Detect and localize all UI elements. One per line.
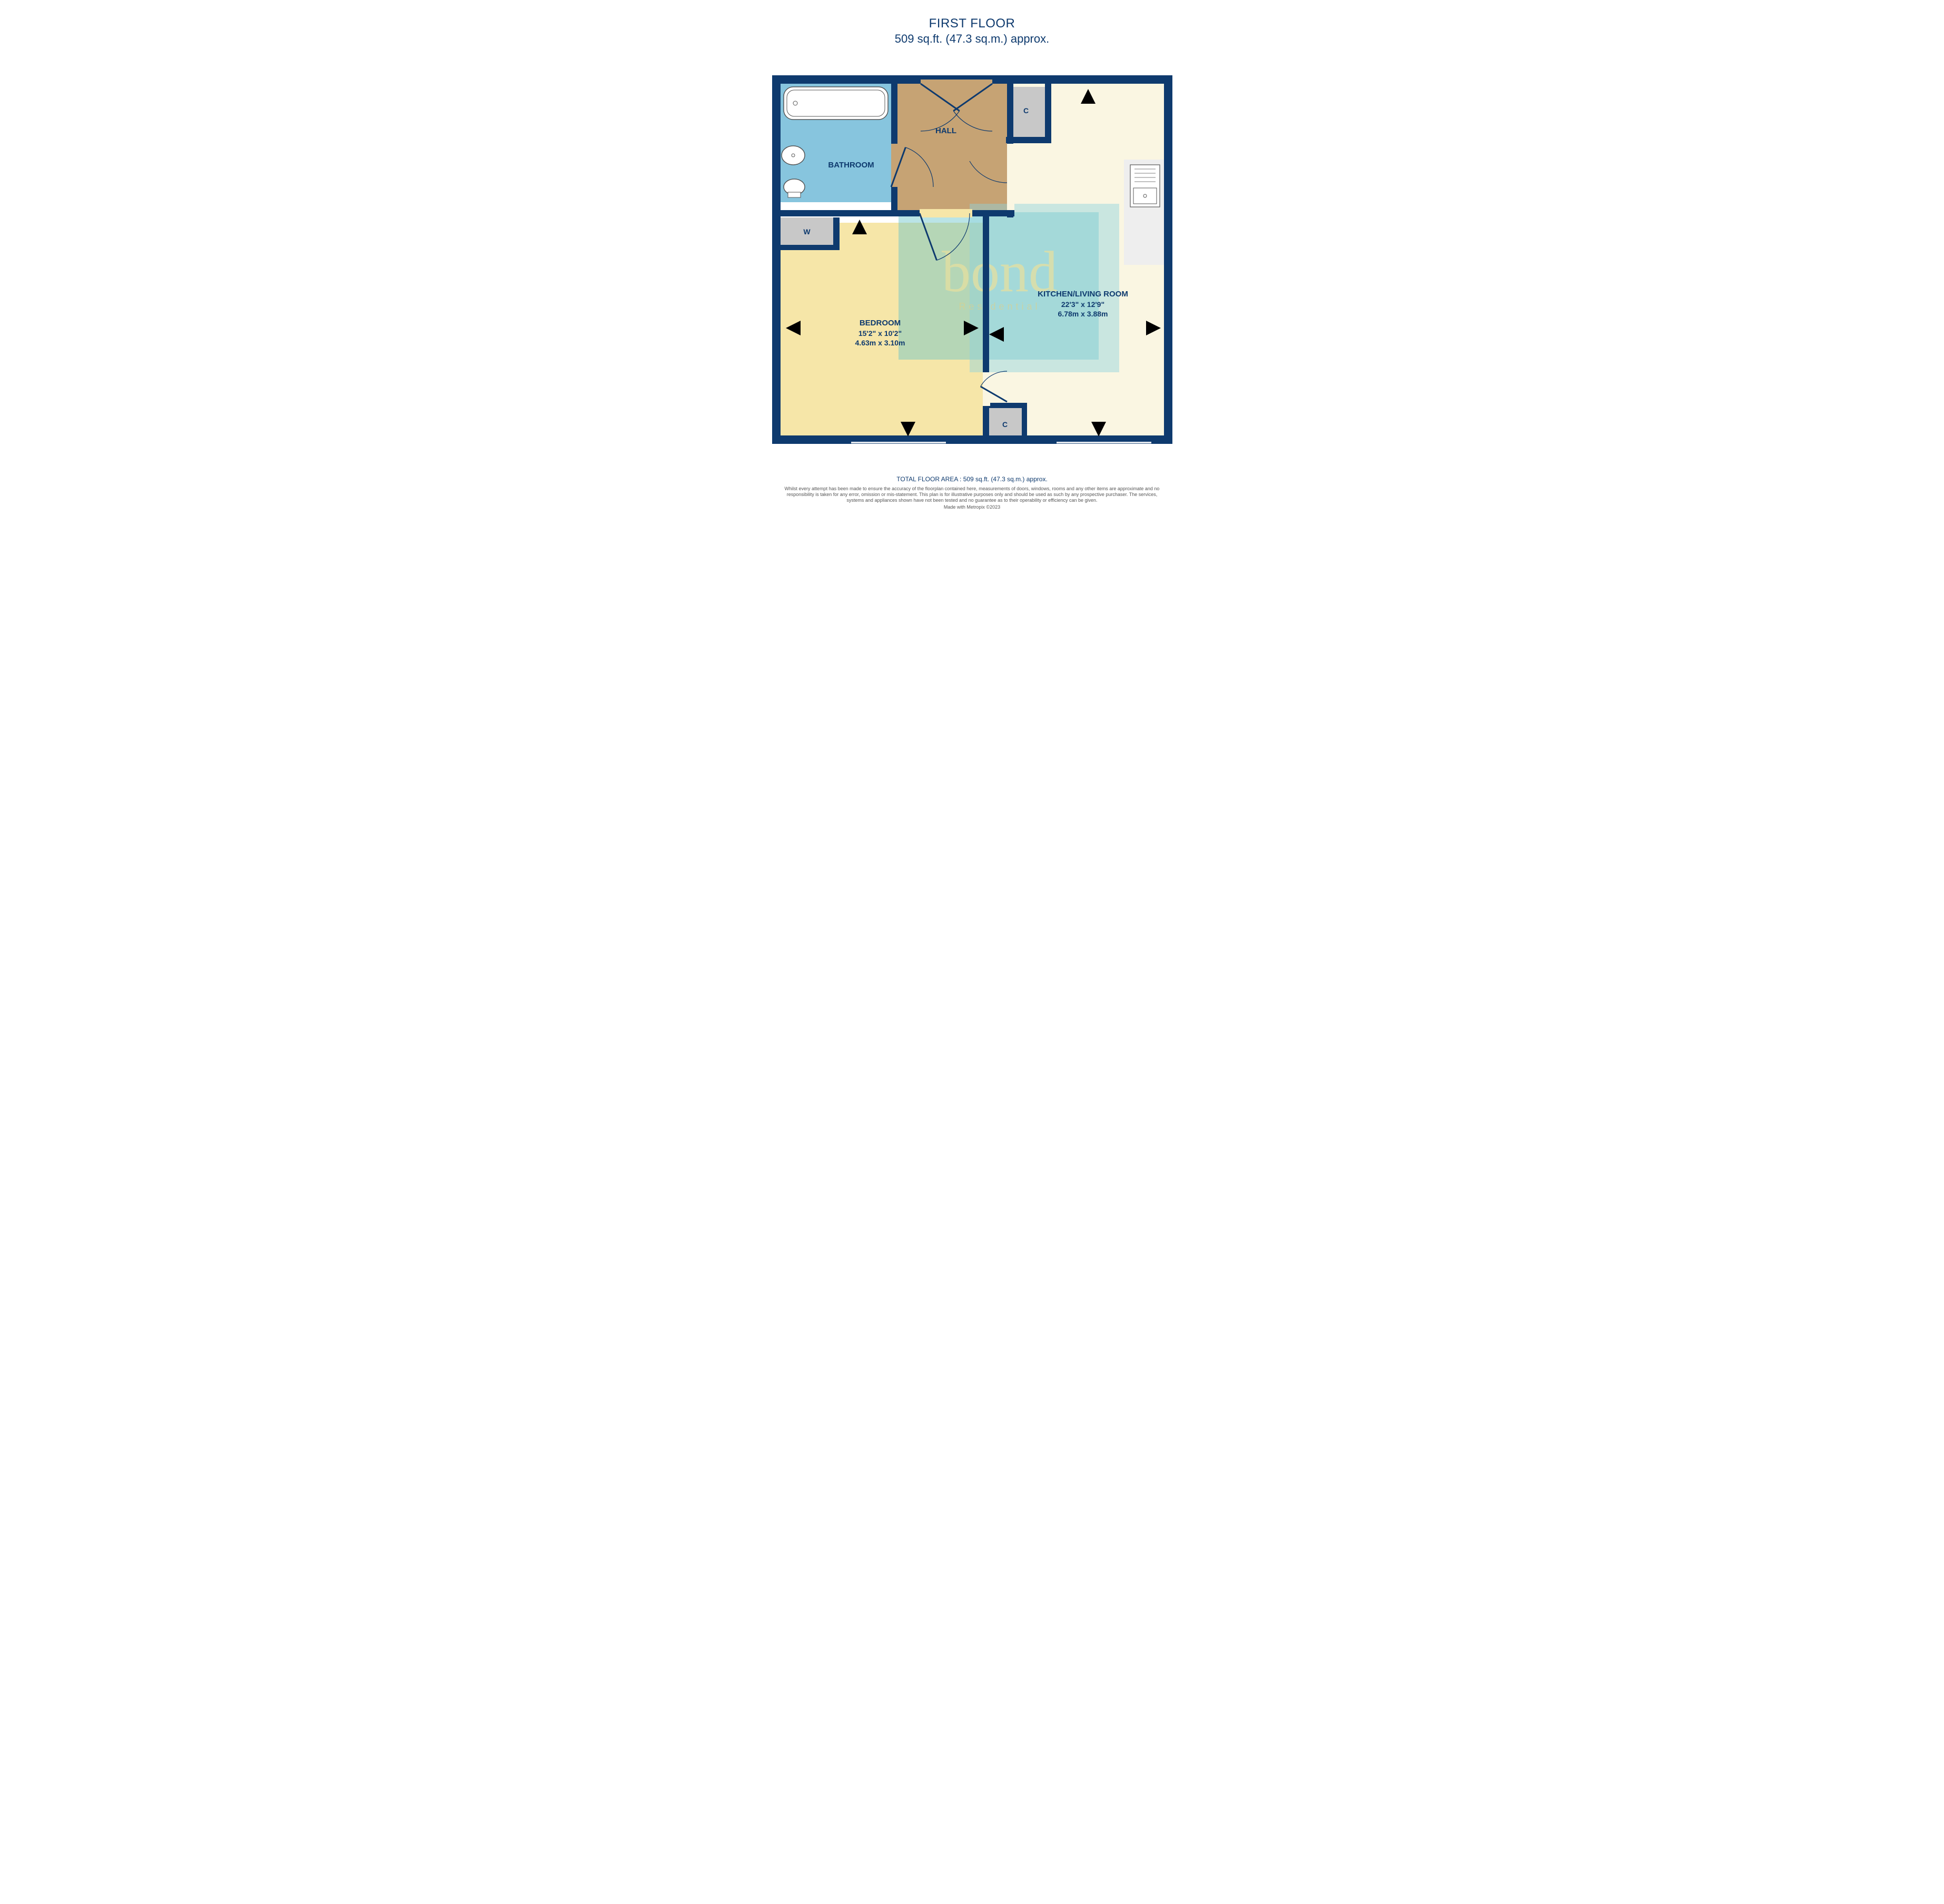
svg-text:KITCHEN/LIVING ROOM: KITCHEN/LIVING ROOM — [1038, 290, 1128, 299]
svg-text:BEDROOM: BEDROOM — [859, 319, 900, 328]
svg-text:HALL: HALL — [935, 126, 956, 135]
made-with: Made with Metropix ©2023 — [783, 504, 1162, 510]
svg-text:4.63m x 3.10m: 4.63m x 3.10m — [855, 339, 905, 347]
disclaimer: Whilst every attempt has been made to en… — [783, 486, 1162, 504]
floor-name: FIRST FLOOR — [680, 16, 1264, 32]
svg-text:BATHROOM: BATHROOM — [828, 161, 874, 170]
svg-text:Residential: Residential — [959, 301, 1040, 312]
footer: TOTAL FLOOR AREA : 509 sq.ft. (47.3 sq.m… — [783, 475, 1162, 510]
svg-text:C: C — [1002, 420, 1007, 429]
page-title: FIRST FLOOR 509 sq.ft. (47.3 sq.m.) appr… — [680, 0, 1264, 46]
svg-text:C: C — [1023, 106, 1028, 115]
svg-text:22'3" x 12'9": 22'3" x 12'9" — [1061, 300, 1104, 309]
floor-plan: bondResidentialBATHROOMHALLBEDROOM15'2" … — [762, 65, 1183, 454]
total-floor-area: TOTAL FLOOR AREA : 509 sq.ft. (47.3 sq.m… — [783, 475, 1162, 483]
svg-text:6.78m x 3.88m: 6.78m x 3.88m — [1058, 310, 1108, 318]
floor-area: 509 sq.ft. (47.3 sq.m.) approx. — [680, 32, 1264, 46]
svg-text:W: W — [803, 227, 811, 236]
svg-text:15'2" x 10'2": 15'2" x 10'2" — [858, 329, 901, 338]
